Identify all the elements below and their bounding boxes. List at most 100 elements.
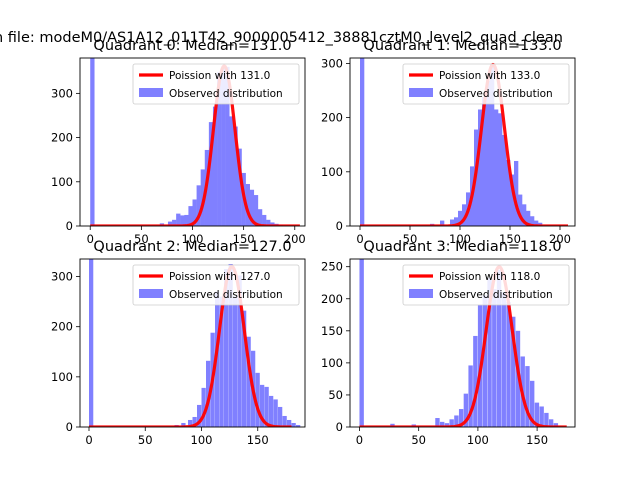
hist-bar xyxy=(514,160,519,226)
legend-box xyxy=(402,63,570,105)
panel-0: 0 50 100 150 200 0 100 200 300 Quadrant 0: Median… xyxy=(51,38,306,246)
hist-bar xyxy=(172,219,177,226)
hist-bar xyxy=(237,148,242,226)
hist-bar xyxy=(534,220,539,226)
hist-bar xyxy=(217,72,222,226)
hist-bar xyxy=(278,406,283,427)
legend: Poission with 118.0 Observed distribution xyxy=(402,264,570,306)
x-tick-label: 200 xyxy=(549,232,571,246)
hist-bar xyxy=(273,399,278,427)
hist-bar xyxy=(249,189,255,226)
hist-bar xyxy=(511,316,516,427)
hist-bar xyxy=(257,209,263,226)
hist-bar xyxy=(449,419,454,427)
y-tick-label: 100 xyxy=(321,356,343,370)
legend-patch-swatch xyxy=(409,289,433,298)
x-tick-label: 100 xyxy=(182,232,204,246)
hist-bar xyxy=(487,278,492,427)
hist-bar xyxy=(440,421,445,427)
poisson-curve xyxy=(88,264,292,427)
hist-bar xyxy=(490,64,495,226)
hist-bar xyxy=(167,221,173,226)
hist-bar xyxy=(197,404,202,427)
legend-patch-swatch xyxy=(409,88,433,97)
hist-bar xyxy=(498,113,503,226)
hist-bar xyxy=(296,424,301,427)
hist-bar xyxy=(246,336,251,427)
panel-1: 0 50 100 150 200 0 100 200 300 Quadrant 1: Median… xyxy=(321,38,576,246)
legend-entry: Observed distribution xyxy=(169,88,283,100)
x-tick-label: 50 xyxy=(403,232,418,246)
hist-bar xyxy=(221,66,226,226)
y-tick-label: 300 xyxy=(321,56,343,70)
hist-bar xyxy=(269,395,274,427)
hist-bar xyxy=(201,387,206,427)
hist-bar xyxy=(458,210,463,226)
hist-bar xyxy=(206,360,211,427)
hist-bar xyxy=(526,210,531,226)
x-tick-label: 50 xyxy=(138,433,153,447)
hist-bar xyxy=(390,423,395,427)
y-tick-label: 0 xyxy=(66,420,73,434)
panel-title: Quadrant 1: Median=133.0 xyxy=(363,38,561,54)
hist-bar xyxy=(510,174,515,226)
hist-bar xyxy=(553,423,559,427)
y-tick-label: 200 xyxy=(321,111,343,125)
y-tick-label: 300 xyxy=(51,86,73,100)
figure-suptitle: n file: modeM0/AS1A12_011T42_9000005412_… xyxy=(0,30,563,46)
hist-bar xyxy=(260,384,265,427)
x-tick-label: 200 xyxy=(284,232,306,246)
x-tick-label: 100 xyxy=(467,433,489,447)
hist-bar xyxy=(287,419,292,427)
panel-title: Quadrant 3: Median=118.0 xyxy=(363,239,561,255)
hist-bar xyxy=(444,423,450,427)
hist-bar xyxy=(506,301,511,427)
y-tick-label: 150 xyxy=(321,324,343,338)
hist-bar xyxy=(501,292,506,427)
hist-bar xyxy=(482,97,487,226)
legend-entry: Observed distribution xyxy=(439,289,553,301)
hist-bar xyxy=(188,206,193,226)
hist-bar xyxy=(462,204,467,226)
hist-bar xyxy=(530,380,535,427)
hist-bar xyxy=(270,222,275,226)
hist-bar xyxy=(548,419,554,427)
legend: Poission with 131.0 Observed distribution xyxy=(132,63,300,105)
hist-bar xyxy=(468,365,473,427)
hist-bar xyxy=(212,106,218,226)
hist-bar xyxy=(264,386,269,427)
poisson-curve xyxy=(359,265,568,427)
y-tick-label: 0 xyxy=(336,219,343,233)
x-tick-label: 150 xyxy=(499,232,521,246)
hist-bar xyxy=(192,199,197,226)
hist-bar xyxy=(440,220,445,226)
legend-entry: Observed distribution xyxy=(439,88,553,100)
x-tick-label: 0 xyxy=(356,433,363,447)
x-tick-label: 150 xyxy=(233,232,255,246)
legend-entry: Poission with 131.0 xyxy=(169,70,270,82)
panel-3: 0 50 100 150 0 50 100 150 200 250 Quadrant 3: Medi… xyxy=(321,239,576,447)
y-tick-label: 100 xyxy=(51,175,73,189)
hist-bar xyxy=(539,406,544,427)
hist-bar xyxy=(89,259,94,427)
hist-bar xyxy=(496,269,502,427)
x-tick-label: 100 xyxy=(449,232,471,246)
hist-bar xyxy=(233,126,238,226)
legend-box xyxy=(402,264,570,306)
hist-bar xyxy=(184,214,189,226)
hist-bar xyxy=(253,195,259,226)
hist-bar xyxy=(506,159,511,226)
hist-bar xyxy=(229,116,234,226)
hist-bar xyxy=(544,412,549,427)
hist-bar xyxy=(225,66,230,226)
hist-bar xyxy=(486,80,491,226)
hist-bar xyxy=(192,416,197,427)
hist-bar xyxy=(266,219,271,226)
hist-bar xyxy=(359,259,364,427)
y-tick-label: 0 xyxy=(66,219,73,233)
hist-bar xyxy=(224,269,229,427)
hist-bar xyxy=(208,122,214,226)
hist-bar xyxy=(255,372,260,427)
hist-bar xyxy=(291,422,296,427)
